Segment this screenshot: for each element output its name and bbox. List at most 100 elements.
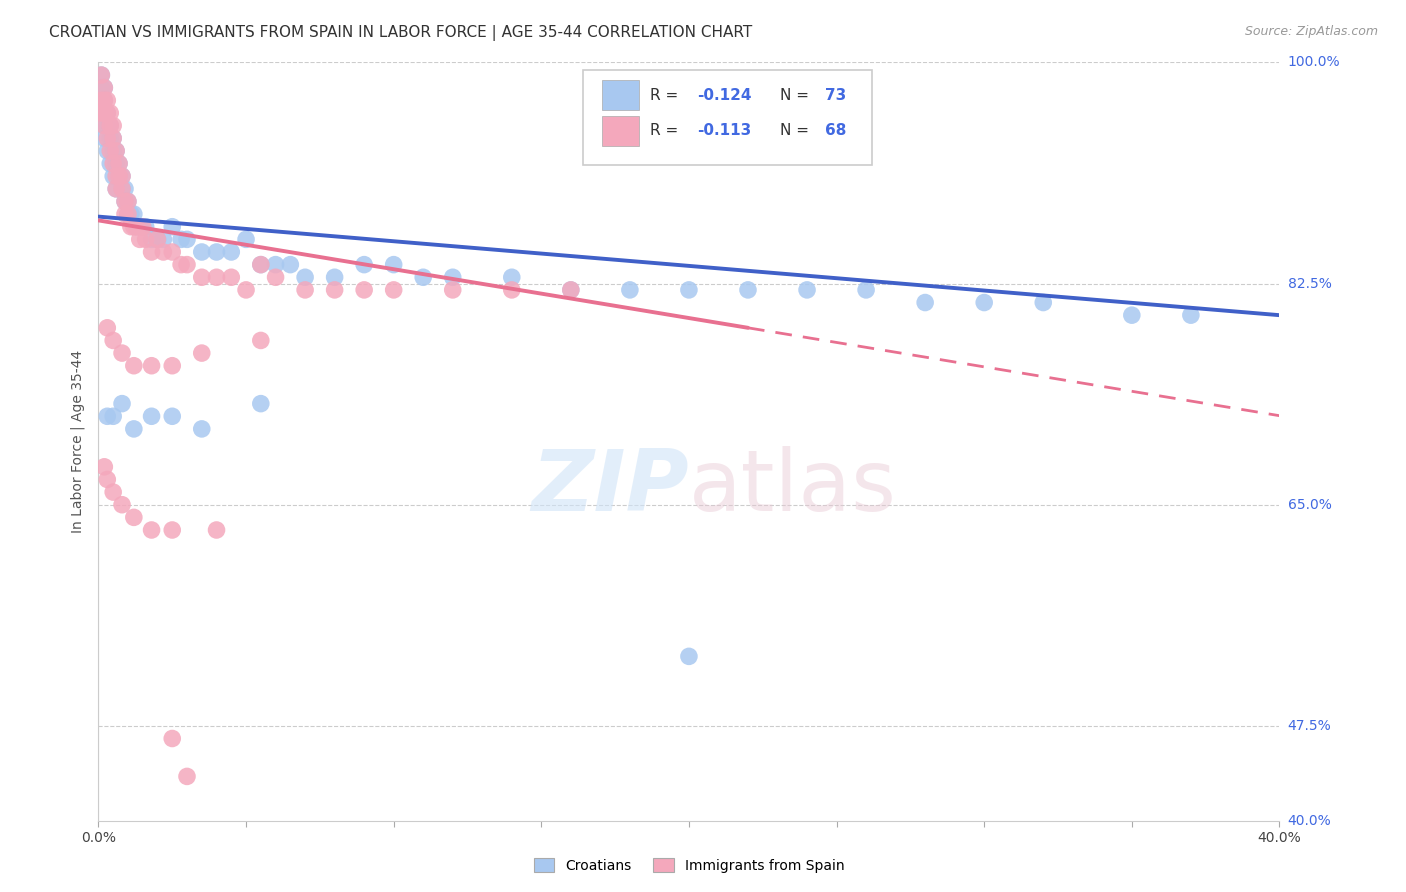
Point <box>353 283 375 297</box>
Point <box>141 244 163 259</box>
Point <box>103 334 125 348</box>
Text: 68: 68 <box>825 123 846 138</box>
Point <box>105 156 128 170</box>
Point <box>162 244 183 259</box>
Point <box>132 219 155 234</box>
Point <box>98 156 121 170</box>
Point <box>205 270 228 285</box>
FancyBboxPatch shape <box>602 115 640 145</box>
Point <box>170 258 193 272</box>
Point <box>146 232 169 246</box>
Text: 65.0%: 65.0% <box>1288 498 1331 512</box>
Text: 82.5%: 82.5% <box>1288 277 1331 291</box>
FancyBboxPatch shape <box>602 80 640 111</box>
Point <box>294 270 316 285</box>
Point <box>117 207 139 221</box>
Point <box>90 94 112 108</box>
Point <box>117 207 139 221</box>
Point <box>914 295 936 310</box>
Point <box>146 232 169 246</box>
Point <box>678 649 700 664</box>
Point <box>96 473 118 487</box>
Point <box>117 194 139 209</box>
Text: Source: ZipAtlas.com: Source: ZipAtlas.com <box>1244 25 1378 38</box>
Point <box>235 283 257 297</box>
Point <box>221 244 243 259</box>
Point <box>93 119 115 133</box>
Point <box>114 207 136 221</box>
Point <box>1032 295 1054 310</box>
Legend: Croatians, Immigrants from Spain: Croatians, Immigrants from Spain <box>529 852 849 878</box>
Point <box>111 169 134 184</box>
Point <box>191 346 214 360</box>
Point <box>114 194 136 209</box>
Point <box>103 156 125 170</box>
Point <box>678 283 700 297</box>
Point <box>98 144 121 158</box>
Point <box>125 219 148 234</box>
Point <box>117 194 139 209</box>
Point <box>114 182 136 196</box>
Point <box>176 258 198 272</box>
Point <box>560 283 582 297</box>
Point <box>973 295 995 310</box>
Point <box>103 144 125 158</box>
Text: ZIP: ZIP <box>531 445 689 529</box>
Point <box>96 106 118 120</box>
Point <box>105 144 128 158</box>
Point <box>135 232 157 246</box>
Point <box>98 119 121 133</box>
Point <box>98 131 121 145</box>
Point <box>1180 308 1202 322</box>
Text: 73: 73 <box>825 87 846 103</box>
Point <box>90 68 112 82</box>
Point <box>141 232 163 246</box>
Text: R =: R = <box>650 123 683 138</box>
Point <box>323 270 346 285</box>
Point <box>93 80 115 95</box>
Point <box>98 106 121 120</box>
Point <box>90 80 112 95</box>
Point <box>120 219 142 234</box>
Point <box>855 283 877 297</box>
Point <box>122 219 145 234</box>
Text: atlas: atlas <box>689 445 897 529</box>
Text: CROATIAN VS IMMIGRANTS FROM SPAIN IN LABOR FORCE | AGE 35-44 CORRELATION CHART: CROATIAN VS IMMIGRANTS FROM SPAIN IN LAB… <box>49 25 752 41</box>
Point <box>323 283 346 297</box>
Point <box>93 80 115 95</box>
Point <box>114 194 136 209</box>
Point <box>176 769 198 783</box>
Point <box>122 422 145 436</box>
Point <box>162 219 183 234</box>
Point <box>250 334 273 348</box>
Point <box>122 207 145 221</box>
Point <box>122 510 145 524</box>
Point <box>111 346 134 360</box>
Point <box>111 498 134 512</box>
Point <box>205 523 228 537</box>
Point <box>132 219 155 234</box>
Point <box>111 182 134 196</box>
Point <box>353 258 375 272</box>
Point <box>96 409 118 424</box>
Point <box>619 283 641 297</box>
Point <box>93 131 115 145</box>
Point <box>105 182 128 196</box>
Point <box>125 219 148 234</box>
Point <box>93 94 115 108</box>
Point <box>96 94 118 108</box>
Point <box>111 169 134 184</box>
Point <box>96 119 118 133</box>
Point <box>122 359 145 373</box>
Point <box>382 258 405 272</box>
Point <box>103 131 125 145</box>
Point <box>205 244 228 259</box>
Text: -0.113: -0.113 <box>697 123 751 138</box>
Point <box>382 283 405 297</box>
Point <box>128 219 150 234</box>
Point <box>128 232 150 246</box>
Point <box>152 232 174 246</box>
Point <box>250 397 273 411</box>
Point <box>191 244 214 259</box>
Point <box>96 106 118 120</box>
